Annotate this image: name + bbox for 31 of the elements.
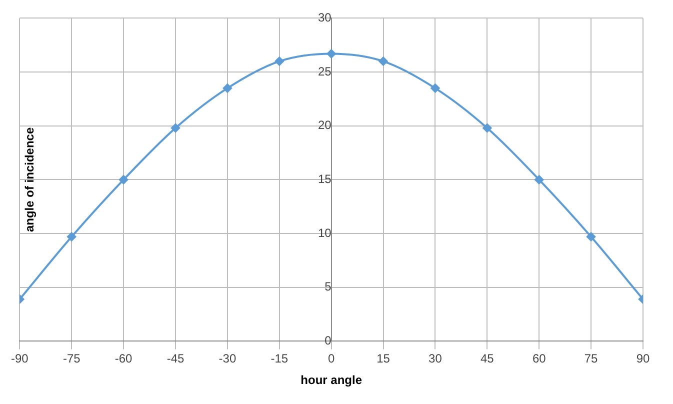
- x-axis-title: hour angle: [300, 373, 362, 388]
- x-tick-label: -75: [62, 352, 81, 366]
- y-tick-label: 15: [318, 172, 332, 186]
- point: [326, 49, 336, 58]
- y-tick-label: 10: [318, 226, 332, 240]
- point: [534, 175, 544, 184]
- y-tick-label: 5: [324, 280, 332, 294]
- x-tick-label: -90: [11, 352, 29, 366]
- point: [430, 84, 440, 93]
- y-tick-label: 25: [318, 64, 332, 78]
- y-tick-label: 20: [318, 118, 332, 132]
- point: [378, 56, 388, 66]
- y-tick-label: 30: [318, 10, 332, 25]
- x-tick-label: -15: [270, 352, 288, 366]
- x-tick-label: 60: [532, 352, 546, 366]
- point: [67, 232, 76, 242]
- point: [222, 84, 232, 93]
- x-tick-label: -45: [166, 352, 184, 366]
- point: [586, 232, 596, 242]
- x-tick-label: 15: [376, 352, 390, 366]
- x-tick-label: -30: [218, 352, 236, 366]
- x-tick-label: -60: [114, 352, 133, 366]
- point: [171, 124, 180, 133]
- x-tick-label: 45: [480, 352, 494, 366]
- y-axis-title: angle of incidence: [22, 127, 36, 232]
- point: [274, 56, 284, 66]
- x-tick-label: 75: [584, 352, 598, 366]
- point: [119, 175, 128, 184]
- x-tick-label: 30: [428, 352, 442, 366]
- point: [482, 124, 492, 133]
- x-tick-label: 90: [636, 352, 650, 366]
